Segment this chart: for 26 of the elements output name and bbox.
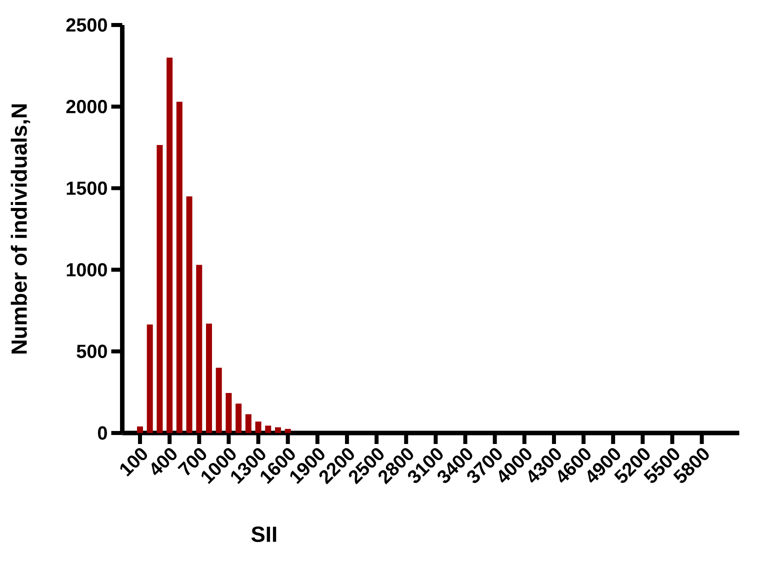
y-tick-label: 0 <box>98 426 107 440</box>
bar <box>226 393 232 433</box>
y-tick-label: 2500 <box>66 18 107 32</box>
bar <box>166 58 173 433</box>
y-tick-label: 1000 <box>66 263 107 276</box>
bar <box>206 324 212 433</box>
bar <box>245 414 252 433</box>
x-axis-title: SII <box>251 526 276 542</box>
bar <box>274 427 281 433</box>
y-tick-label: 2000 <box>66 100 107 114</box>
y-axis-title: Number of individuals,N <box>10 104 30 354</box>
bar <box>146 324 153 433</box>
bar <box>255 422 262 433</box>
bar <box>137 426 144 433</box>
bar <box>156 144 163 433</box>
y-tick-label: 1500 <box>66 181 107 195</box>
bar <box>196 264 202 433</box>
bar <box>236 404 242 433</box>
x-tick-label: 400 <box>151 448 177 476</box>
x-tick-label: 100 <box>120 448 147 477</box>
bar <box>265 426 272 433</box>
bar <box>284 428 291 433</box>
bar <box>176 102 182 433</box>
bar <box>216 368 222 433</box>
bar <box>186 196 192 433</box>
y-tick-label: 500 <box>76 344 107 358</box>
